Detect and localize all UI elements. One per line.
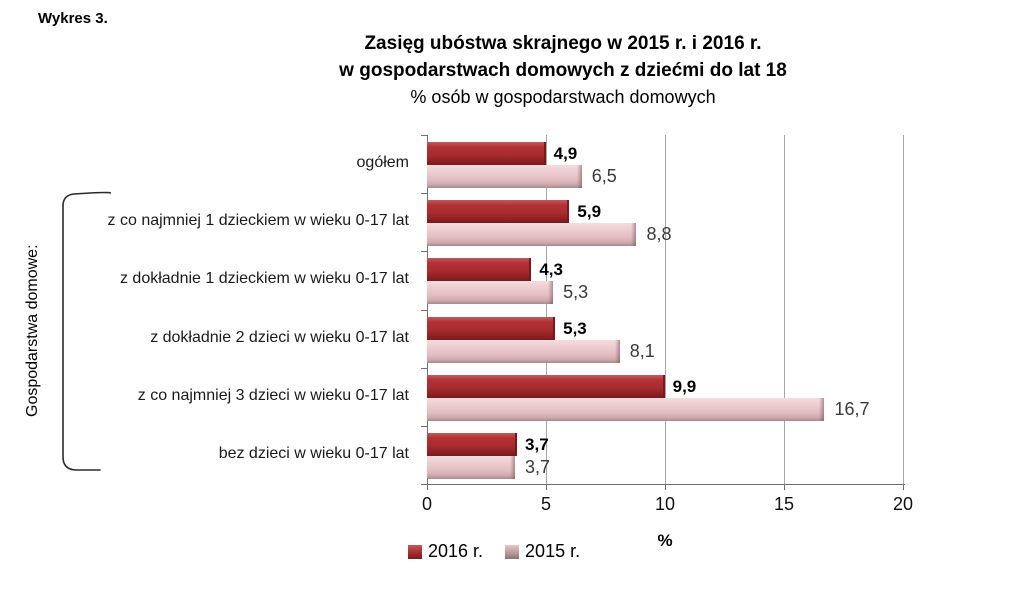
x-axis-tick-20: [903, 484, 904, 490]
value-label-2015: 6,5: [591, 166, 617, 187]
x-axis-tick-label-5: 5: [540, 494, 552, 514]
legend-label-2016: 2016 r.: [428, 541, 484, 561]
value-label-2015: 3,7: [525, 456, 551, 477]
bar-2016-6: [427, 432, 518, 456]
chart-title-line1: Zasięg ubóstwa skrajnego w 2015 r. i 201…: [364, 33, 762, 54]
value-label-2016: 4,9: [553, 144, 578, 164]
bar-2015-4: [427, 339, 620, 363]
value-label-2015: 8,8: [646, 224, 672, 245]
category-label: z dokładnie 2 dzieci w wieku 0-17 lat: [150, 328, 409, 346]
category-label: z co najmniej 3 dzieci w wieku 0-17 lat: [137, 386, 409, 404]
legend-item-2015: 2015 r.: [505, 541, 580, 562]
x-axis-tick-label-0: 0: [421, 494, 433, 514]
x-axis-tick-0: [427, 484, 428, 490]
x-axis-tick-label-20: 20: [892, 494, 914, 514]
category-group-bracket: [62, 191, 111, 471]
bar-endcap-shading: [819, 397, 825, 421]
y-axis-tick: [421, 251, 427, 253]
bar-2016-4: [427, 316, 556, 340]
value-label-2016: 9,9: [672, 376, 697, 396]
y-axis-tick: [421, 135, 427, 136]
gridline-x-15: [784, 135, 785, 484]
x-axis-tick-5: [546, 484, 547, 490]
legend-swatch-2015-icon: [505, 544, 520, 559]
bar-endcap-shading: [548, 281, 554, 305]
value-label-2016: 5,3: [563, 318, 587, 338]
x-axis-title: %: [657, 531, 673, 550]
value-label-2015: 16,7: [834, 398, 870, 419]
bar-2015-5: [427, 397, 825, 421]
bar-2016-1: [427, 142, 546, 166]
y-axis-line: [427, 135, 428, 484]
value-label-2016: 3,7: [525, 434, 549, 454]
legend-item-2016: 2016 r.: [408, 541, 483, 562]
x-axis-tick-15: [784, 484, 785, 490]
x-axis-line: [421, 484, 905, 485]
x-axis-tick-10: [665, 484, 666, 490]
legend: 2016 r. 2015 r.: [408, 541, 580, 562]
legend-swatch-2016-icon: [408, 544, 422, 559]
category-label: ogółem: [356, 154, 409, 172]
bar-endcap-shading: [631, 223, 637, 247]
y-axis-tick: [421, 193, 427, 195]
gridline-x-20: [903, 135, 904, 484]
bar-endcap-shading: [614, 339, 620, 363]
y-axis-tick: [421, 367, 427, 369]
bar-2015-3: [427, 281, 554, 305]
x-axis-tick-label-10: 10: [654, 494, 676, 514]
category-label: z dokładnie 1 dzieckiem w wieku 0-17 lat: [119, 270, 409, 288]
figure-label: Wykres 3.: [38, 10, 108, 27]
category-label: z co najmniej 1 dzieckiem w wieku 0-17 l…: [107, 212, 409, 230]
bar-endcap-shading: [576, 165, 582, 189]
gridline-x-10: [665, 135, 666, 484]
bar-2015-6: [427, 455, 516, 479]
legend-label-2015: 2015 r.: [525, 541, 581, 561]
category-label: bez dzieci w wieku 0-17 lat: [218, 444, 409, 462]
gridline-x-5: [546, 135, 547, 484]
bar-endcap-shading: [510, 455, 516, 479]
bar-2015-2: [427, 223, 637, 247]
chart-title-line2: w gospodarstwach domowych z dziećmi do l…: [339, 60, 787, 81]
bar-2016-5: [427, 374, 665, 398]
value-label-2015: 5,3: [563, 282, 589, 303]
bar-2016-2: [427, 200, 570, 224]
value-label-2015: 8,1: [629, 340, 655, 361]
chart-title: Zasięg ubóstwa skrajnego w 2015 r. i 201…: [113, 30, 1013, 111]
y-axis-tick: [421, 484, 427, 485]
bar-2015-1: [427, 165, 582, 189]
value-label-2016: 4,3: [539, 260, 563, 280]
chart-title-line3: % osób w gospodarstwach domowych: [410, 87, 716, 107]
y-axis-tick: [421, 309, 427, 311]
x-axis-tick-label-15: 15: [773, 494, 795, 514]
value-label-2016: 5,9: [577, 202, 602, 222]
bar-2016-3: [427, 258, 532, 282]
y-axis-tick: [421, 425, 427, 427]
